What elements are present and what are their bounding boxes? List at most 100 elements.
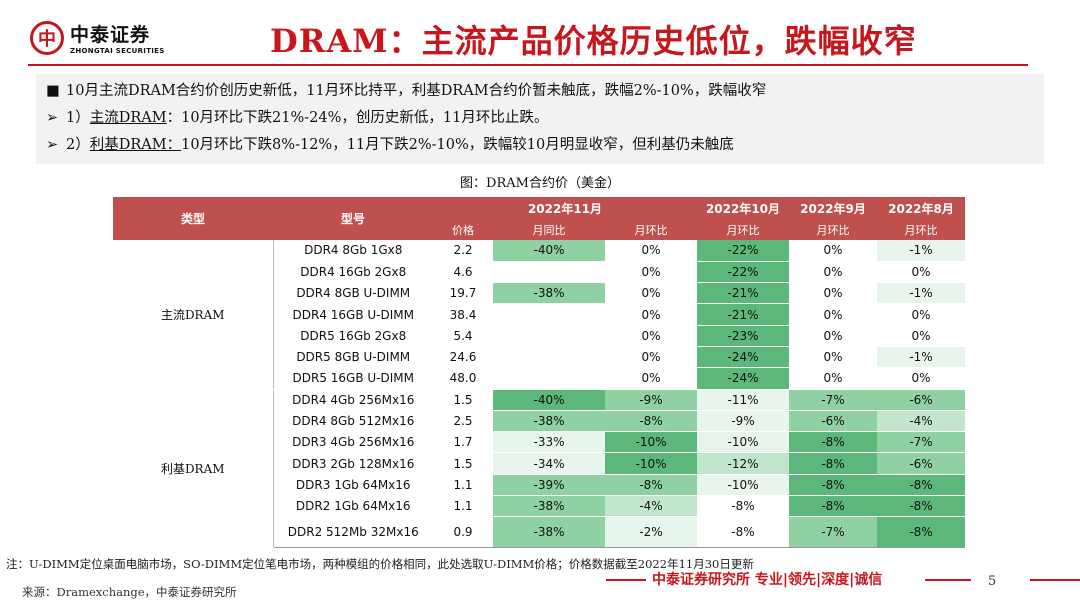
aug-cell: -8% [877,474,965,497]
oct-cell: -22% [697,261,789,284]
aug-cell: -1% [877,240,965,262]
bullet-text: 10月主流DRAM合约价创历史新低，11月环比持平，利基DRAM合约价暂未触底，… [66,83,767,99]
square-bullet-icon: ■ [46,83,60,99]
footer-divider-page [1030,579,1080,581]
mom-cell: -8% [605,474,697,497]
price-cell: 48.0 [433,367,493,390]
footer-divider-right [925,579,971,581]
summary-bullet-mainstream: ➢ 1）主流DRAM：10月环比下跌21%-24%，创历史新低，11月环比止跌。 [46,105,1034,132]
bullet-prefix: 2） [66,137,90,153]
model-cell: DDR3 4Gb 256Mx16 [273,431,433,454]
header-price: 价格 [433,219,493,240]
model-cell: DDR4 16GB U-DIMM [273,303,433,326]
price-cell: 2.2 [433,240,493,262]
header-oct: 2022年10月 [697,197,789,219]
yoy-cell: -38% [493,516,605,549]
oct-cell: -24% [697,346,789,369]
mom-cell: 0% [605,325,697,347]
logo-icon: 中 [30,20,64,55]
yoy-cell [493,303,605,326]
model-cell: DDR2 1Gb 64Mx16 [273,495,433,518]
arrow-bullet-icon: ➢ [46,110,59,126]
model-cell: DDR4 8Gb 512Mx16 [273,410,433,433]
category-niche: 利基DRAM [113,388,274,549]
sep-cell: -6% [789,410,877,433]
sep-cell: -8% [789,474,877,497]
yoy-cell [493,325,605,347]
category-mainstream: 主流DRAM [113,240,274,390]
mom-cell: -10% [605,431,697,454]
bullet-underlined-label: 利基DRAM： [89,137,182,153]
yoy-cell: -40% [493,388,605,411]
bullet-text: 10月环比下跌8%-12%，11月下跌2%-10%，跌幅较10月明显收窄，但利基… [181,137,734,153]
price-cell: 1.1 [433,495,493,518]
aug-cell: -1% [877,282,965,305]
sep-cell: 0% [789,303,877,326]
price-cell: 0.9 [433,516,493,549]
oct-cell: -11% [697,388,789,411]
model-cell: DDR4 4Gb 256Mx16 [273,388,433,411]
yoy-cell: -38% [493,495,605,518]
sep-cell: 0% [789,367,877,390]
header-aug-mom: 月环比 [877,219,965,240]
header-aug: 2022年8月 [877,197,965,219]
sep-cell: 0% [789,282,877,305]
yoy-cell: -34% [493,452,605,475]
model-cell: DDR4 16Gb 2Gx8 [273,261,433,284]
oct-cell: -9% [697,410,789,433]
sep-cell: -8% [789,495,877,518]
slide-title: DRAM：主流产品价格历史低位，跌幅收窄 [270,22,917,60]
aug-cell: 0% [877,325,965,347]
model-cell: DDR5 8GB U-DIMM [273,346,433,369]
price-cell: 1.5 [433,388,493,411]
aug-cell: -6% [877,388,965,411]
sep-cell: 0% [789,325,877,347]
aug-cell: -4% [877,410,965,433]
mom-cell: 0% [605,282,697,305]
yoy-cell: -38% [493,282,605,305]
oct-cell: -21% [697,303,789,326]
sep-cell: -8% [789,452,877,475]
source-note: 来源：Dramexchange，中泰证券研究所 [22,585,237,599]
header-type: 类型 [113,197,273,240]
price-cell: 1.5 [433,452,493,475]
oct-cell: -10% [697,474,789,497]
header-sep-mom: 月环比 [789,219,877,240]
sep-cell: 0% [789,261,877,284]
mom-cell: 0% [605,303,697,326]
yoy-cell: -40% [493,240,605,262]
mom-cell: -9% [605,388,697,411]
oct-cell: -12% [697,452,789,475]
summary-box: ■ 10月主流DRAM合约价创历史新低，11月环比持平，利基DRAM合约价暂未触底… [36,74,1044,164]
summary-bullet-main: ■ 10月主流DRAM合约价创历史新低，11月环比持平，利基DRAM合约价暂未触底… [46,78,1034,105]
aug-cell: 0% [877,303,965,326]
model-cell: DDR3 1Gb 64Mx16 [273,474,433,497]
footer-slogan: 中泰证券研究所 专业|领先|深度|诚信 [652,572,883,588]
mom-cell: 0% [605,346,697,369]
price-cell: 1.7 [433,431,493,454]
yoy-cell: -33% [493,431,605,454]
price-cell: 38.4 [433,303,493,326]
yoy-cell [493,261,605,284]
sep-cell: -8% [789,431,877,454]
model-cell: DDR5 16Gb 2Gx8 [273,325,433,347]
mom-cell: 0% [605,261,697,284]
aug-cell: -7% [877,431,965,454]
header-model: 型号 [273,197,433,240]
yoy-cell: -38% [493,410,605,433]
title-divider [28,64,1028,66]
aug-cell: 0% [877,367,965,390]
mom-cell: 0% [605,240,697,262]
mom-cell: -8% [605,410,697,433]
mom-cell: -2% [605,516,697,549]
price-cell: 4.6 [433,261,493,284]
table-footnote: 注：U-DIMM定位桌面电脑市场，SO-DIMM定位笔电市场，两种模组的价格相同… [6,557,754,571]
oct-cell: -24% [697,367,789,390]
brand-logo: 中 中泰证券 ZHONGTAI SECURITIES [30,20,165,55]
aug-cell: 0% [877,261,965,284]
bullet-prefix: 1） [66,110,90,126]
sep-cell: 0% [789,240,877,262]
price-cell: 24.6 [433,346,493,369]
page-number: 5 [988,574,997,589]
logo-cn-text: 中泰证券 [70,24,151,46]
